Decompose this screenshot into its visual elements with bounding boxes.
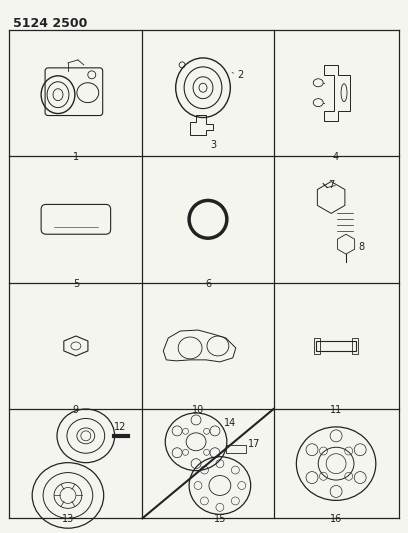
Text: 8: 8 (358, 242, 364, 252)
Text: 3: 3 (210, 140, 216, 150)
Text: 1: 1 (73, 152, 79, 162)
Text: 17: 17 (248, 439, 260, 449)
Bar (352, 338, 358, 354)
Bar (316, 341, 356, 351)
Text: 5124 2500: 5124 2500 (13, 17, 88, 30)
Text: 14: 14 (224, 418, 236, 428)
Text: 7: 7 (328, 180, 334, 190)
Bar (314, 338, 320, 354)
Text: 6: 6 (205, 279, 211, 289)
Text: 16: 16 (330, 514, 342, 524)
Text: 11: 11 (330, 405, 342, 415)
Text: 13: 13 (62, 514, 74, 524)
Text: 10: 10 (192, 405, 204, 415)
Text: 2: 2 (237, 70, 243, 80)
Text: 15: 15 (214, 514, 226, 524)
Text: 12: 12 (114, 422, 127, 432)
Bar (226, 445, 246, 453)
Text: 4: 4 (333, 152, 339, 162)
Text: 9: 9 (73, 405, 79, 415)
Text: 5: 5 (73, 279, 79, 289)
